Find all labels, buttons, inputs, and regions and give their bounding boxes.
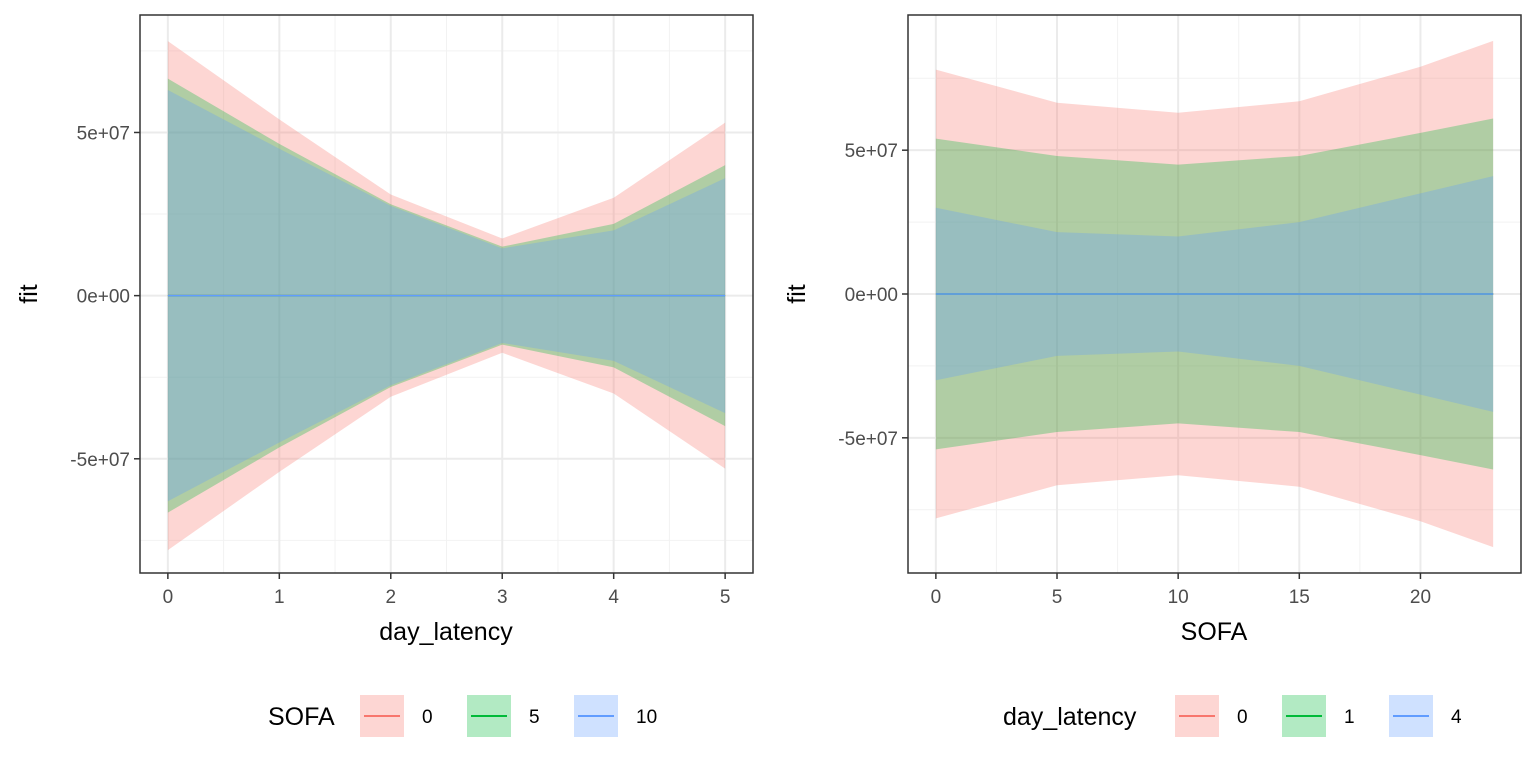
x-tick-label: 4 [608, 587, 619, 608]
legend-title: day_latency [1003, 703, 1137, 731]
legend: SOFA 0 5 10 [268, 695, 657, 737]
x-tick-label: 15 [1289, 587, 1310, 608]
y-tick-label: 0e+00 [77, 287, 130, 308]
y-axis-title: fit [15, 284, 43, 304]
x-tick-label: 5 [720, 587, 731, 608]
legend-label: 10 [636, 707, 657, 728]
y-tick-label: 5e+07 [845, 141, 898, 162]
x-axis: 0 1 2 3 4 5 [163, 573, 731, 608]
legend: day_latency 0 1 4 [1003, 695, 1462, 737]
legend-item-4: 4 [1389, 695, 1462, 737]
legend-item-1: 1 [1282, 695, 1355, 737]
x-tick-label: 10 [1168, 587, 1189, 608]
x-tick-label: 0 [931, 587, 942, 608]
x-tick-label: 0 [163, 587, 174, 608]
y-axis: -5e+07 0e+00 5e+07 [70, 123, 140, 471]
y-axis-title: fit [783, 284, 811, 304]
grid-lines [140, 15, 753, 573]
y-tick-label: 0e+00 [845, 285, 898, 306]
plot-border [139, 14, 754, 574]
legend-item-5: 5 [467, 695, 540, 737]
legend-label: 5 [529, 707, 540, 728]
x-tick-label: 1 [274, 587, 285, 608]
legend-label: 4 [1451, 707, 1462, 728]
legend-title: SOFA [268, 703, 335, 731]
legend-label: 1 [1344, 707, 1355, 728]
legend-label: 0 [1237, 707, 1248, 728]
x-tick-label: 3 [497, 587, 508, 608]
legend-item-10: 10 [574, 695, 657, 737]
x-axis-title: day_latency [379, 618, 513, 646]
x-axis: 0 5 10 15 20 [931, 573, 1431, 608]
legend-item-0: 0 [1175, 695, 1248, 737]
y-tick-label: -5e+07 [838, 429, 898, 450]
x-tick-label: 2 [385, 587, 396, 608]
y-axis: -5e+07 0e+00 5e+07 [838, 141, 908, 450]
legend-label: 0 [422, 707, 433, 728]
y-tick-label: -5e+07 [70, 450, 130, 471]
x-tick-label: 5 [1052, 587, 1063, 608]
legend-item-0: 0 [360, 695, 433, 737]
x-tick-label: 20 [1410, 587, 1431, 608]
y-tick-label: 5e+07 [77, 123, 130, 144]
x-axis-title: SOFA [1181, 618, 1248, 646]
